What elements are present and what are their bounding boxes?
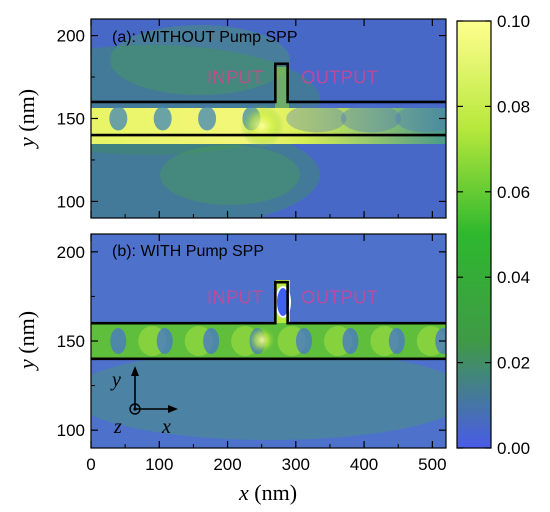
x-axis-title: x (nm) [238, 480, 297, 505]
axes-indicator-x: x [161, 416, 171, 438]
field-lobe [340, 104, 401, 133]
panel-a [91, 19, 446, 218]
x-tick-label: 100 [145, 455, 173, 474]
panel-a-field-lobes [109, 104, 446, 133]
field-lobe [296, 328, 312, 354]
colorbar-tick-label: 0.08 [497, 97, 530, 116]
panel-b [91, 234, 446, 448]
panel-b-overlays: INPUT OUTPUT [91, 280, 446, 361]
x-tick-label: 0 [86, 455, 95, 474]
colorbar-tick-label: 0.02 [497, 354, 530, 373]
field-lobe [110, 328, 127, 354]
panel-a-label: (a): WITHOUT Pump SPP [112, 29, 298, 46]
axes-indicator: y z x [110, 366, 178, 438]
panel-a-y-axis-title: y (nm) [14, 89, 39, 149]
y-tick-label: 150 [57, 332, 85, 351]
region-label: OUTPUT [301, 288, 378, 308]
colorbar-tick-label: 0.04 [497, 268, 530, 287]
panel-a-hotspot [240, 104, 284, 148]
field-lobe [286, 104, 347, 133]
field-lobe [203, 328, 220, 354]
panel-b-glow [91, 350, 446, 440]
field-lobe [198, 106, 217, 131]
panel-a-overlays: INPUT OUTPUT [91, 62, 446, 137]
axes-indicator-y: y [110, 369, 121, 391]
panel-a-glow [160, 145, 300, 205]
panel-a-stub-field [275, 67, 289, 108]
colorbar-tick-label: 0.10 [497, 12, 530, 31]
svg-text:y (nm): y (nm) [14, 311, 39, 371]
field-lobe [156, 328, 173, 354]
field-lobe [342, 328, 359, 354]
field-lobe [388, 328, 405, 354]
colorbar-tick-label: 0.00 [497, 439, 530, 458]
region-label: OUTPUT [301, 68, 378, 88]
y-tick-label: 200 [57, 27, 85, 46]
colorbar-ticks: 0.10 0.08 0.06 0.04 0.02 0.00 [457, 12, 530, 458]
waveguide-top-boundary [91, 62, 446, 104]
panel-b-hotspot [248, 326, 276, 354]
x-tick-label: 400 [350, 455, 378, 474]
panel-a-glow [110, 25, 290, 95]
region-label: INPUT [207, 68, 263, 88]
svg-text:y (nm): y (nm) [14, 89, 39, 149]
field-lobe [109, 106, 128, 131]
colorbar-tick-label: 0.06 [497, 183, 530, 202]
y-tick-label: 100 [57, 421, 85, 440]
y-tick-label: 150 [57, 110, 85, 129]
field-lobe [153, 106, 172, 131]
region-label: INPUT [207, 288, 263, 308]
x-tick-label: 200 [213, 455, 241, 474]
waveguide-top-boundary [91, 280, 446, 325]
y-tick-label: 100 [57, 192, 85, 211]
panel-b-field-lobes [110, 326, 446, 356]
y-tick-label: 200 [57, 243, 85, 262]
x-tick-label: 500 [418, 455, 446, 474]
x-tick-label: 300 [282, 455, 310, 474]
colorbar [456, 20, 492, 449]
panel-b-y-axis-title: y (nm) [14, 311, 39, 371]
axes-indicator-z: z [113, 416, 122, 438]
field-lobe [395, 104, 446, 133]
panel-b-label: (b): WITH Pump SPP [112, 243, 264, 260]
